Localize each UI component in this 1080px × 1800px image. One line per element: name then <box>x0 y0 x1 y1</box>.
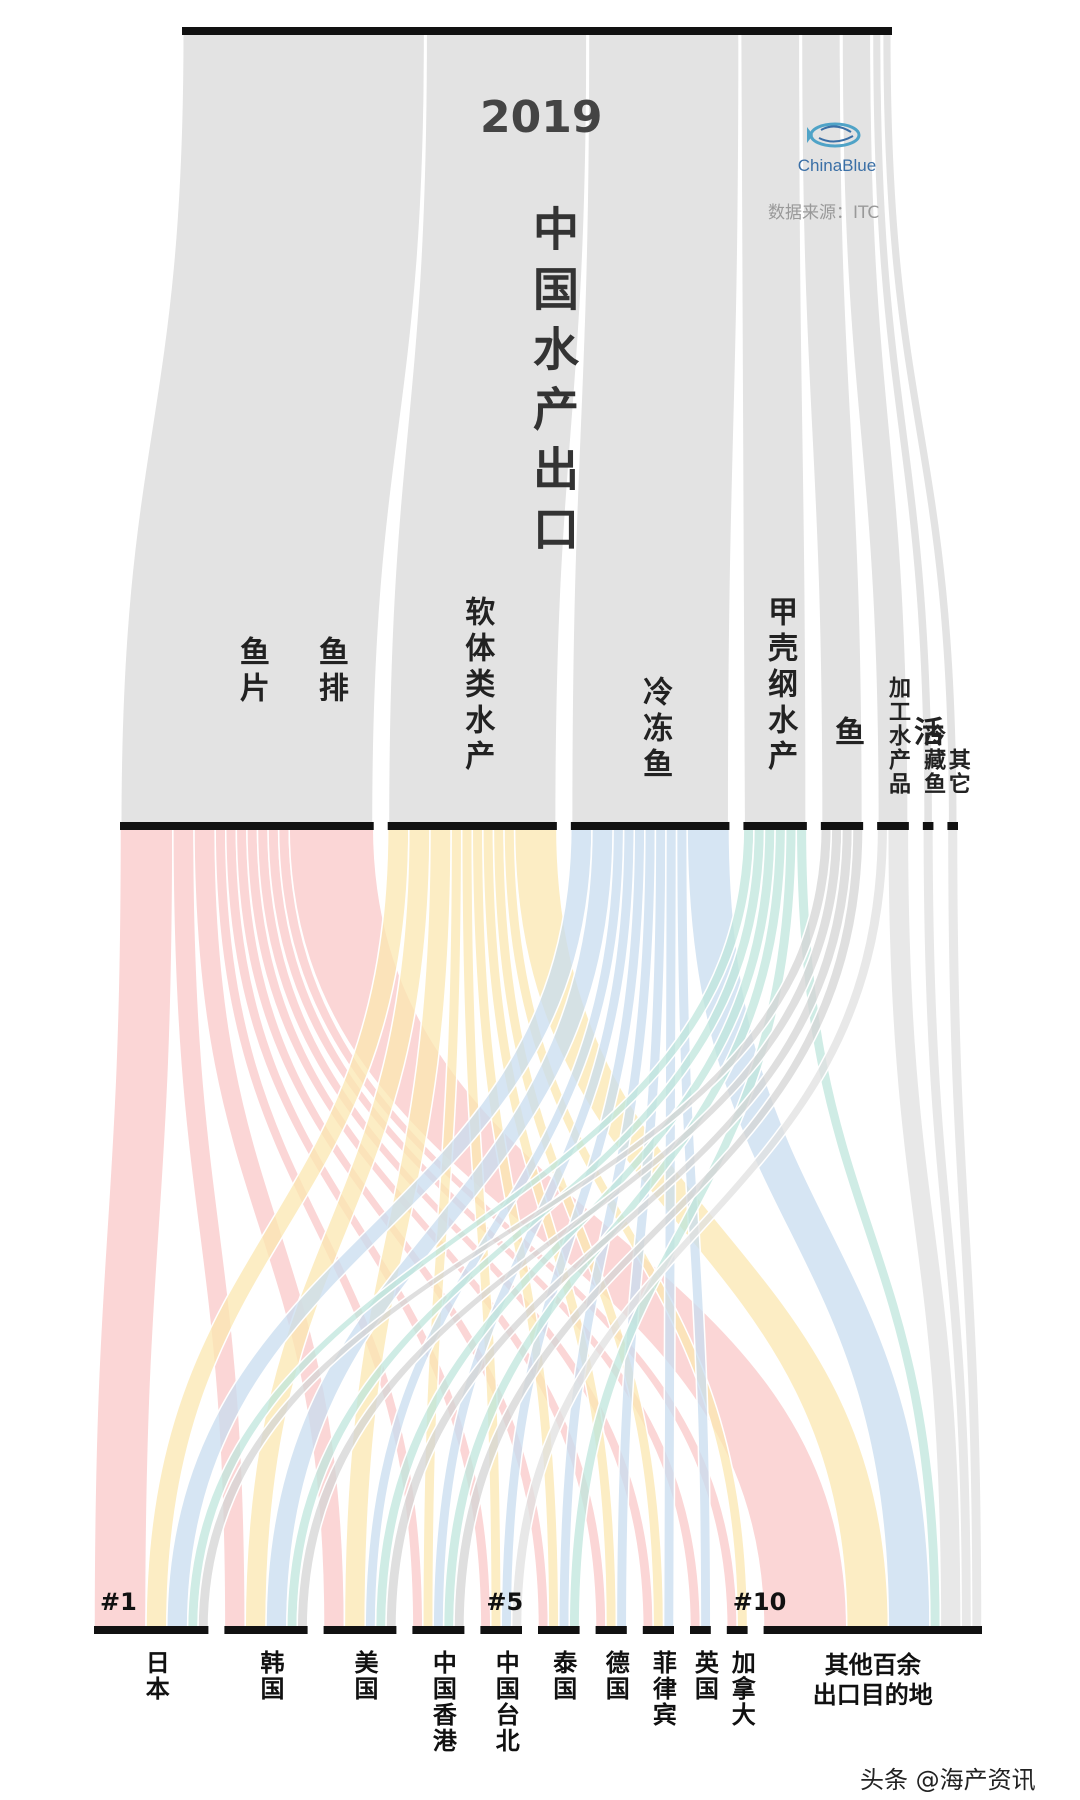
category-bar <box>743 822 807 830</box>
destination-bar <box>412 1626 465 1634</box>
rank-label: #1 <box>100 1588 137 1616</box>
category-label: 软体类水产 <box>459 596 495 776</box>
fish-icon <box>807 122 861 148</box>
destination-label: 加拿大 <box>727 1650 756 1728</box>
category-bar <box>387 822 557 830</box>
destination-label: 韩国 <box>256 1650 284 1702</box>
chinablue-logo: ChinaBlue <box>782 118 892 176</box>
destination-bar <box>224 1626 308 1634</box>
category-label: 加工水产品 <box>885 676 910 796</box>
logo-name: ChinaBlue <box>797 156 877 175</box>
destination-bar <box>323 1626 397 1634</box>
destination-bar <box>690 1626 711 1634</box>
category-bar <box>120 822 374 830</box>
destination-label: 泰国 <box>548 1650 577 1702</box>
watermark: 头条 @海产资讯 <box>860 1766 1036 1794</box>
destination-bar <box>480 1626 522 1634</box>
data-source: 数据来源：ITC <box>768 203 880 223</box>
category-label: 鱼排 鱼片 <box>233 636 348 708</box>
destination-label: 美国 <box>350 1650 378 1702</box>
destination-bar <box>538 1626 580 1634</box>
destination-bar <box>595 1626 627 1634</box>
category-label: 甲壳纲水产 <box>762 596 798 776</box>
category-bar <box>877 822 909 830</box>
destination-bar <box>726 1626 748 1634</box>
flow-ribbon <box>296 825 843 1631</box>
rank-label: #5 <box>486 1588 524 1616</box>
destination-label: 日本 <box>141 1650 170 1702</box>
destination-label: 英国 <box>690 1650 719 1702</box>
category-bar <box>570 822 730 830</box>
destination-label: 中国香港 <box>428 1650 457 1754</box>
destination-label: 菲律宾 <box>648 1650 677 1728</box>
category-bar <box>820 822 864 830</box>
top-bar <box>182 27 892 35</box>
category-label: 活 鱼 <box>829 716 943 752</box>
flow-ribbon <box>662 825 678 1631</box>
category-label: 冷藏鱼 <box>920 724 946 796</box>
destination-bar <box>763 1626 982 1634</box>
destination-label: 德国 <box>601 1650 630 1702</box>
rank-label: #10 <box>732 1588 787 1616</box>
top-ribbons <box>118 31 960 828</box>
category-bar <box>947 822 958 830</box>
chart-title: 中国水产出口 <box>526 205 580 565</box>
destination-bar <box>642 1626 674 1634</box>
flow-ribbons <box>93 825 983 1631</box>
destination-bar <box>94 1626 209 1634</box>
category-bar <box>922 822 934 830</box>
destination-label: 中国台北 <box>491 1650 520 1754</box>
destination-label: 其他百余 出口目的地 <box>812 1651 933 1709</box>
category-label: 冷冻鱼 <box>637 676 673 784</box>
chart-year: 2019 <box>480 92 603 143</box>
category-label: 其它 <box>944 748 970 796</box>
